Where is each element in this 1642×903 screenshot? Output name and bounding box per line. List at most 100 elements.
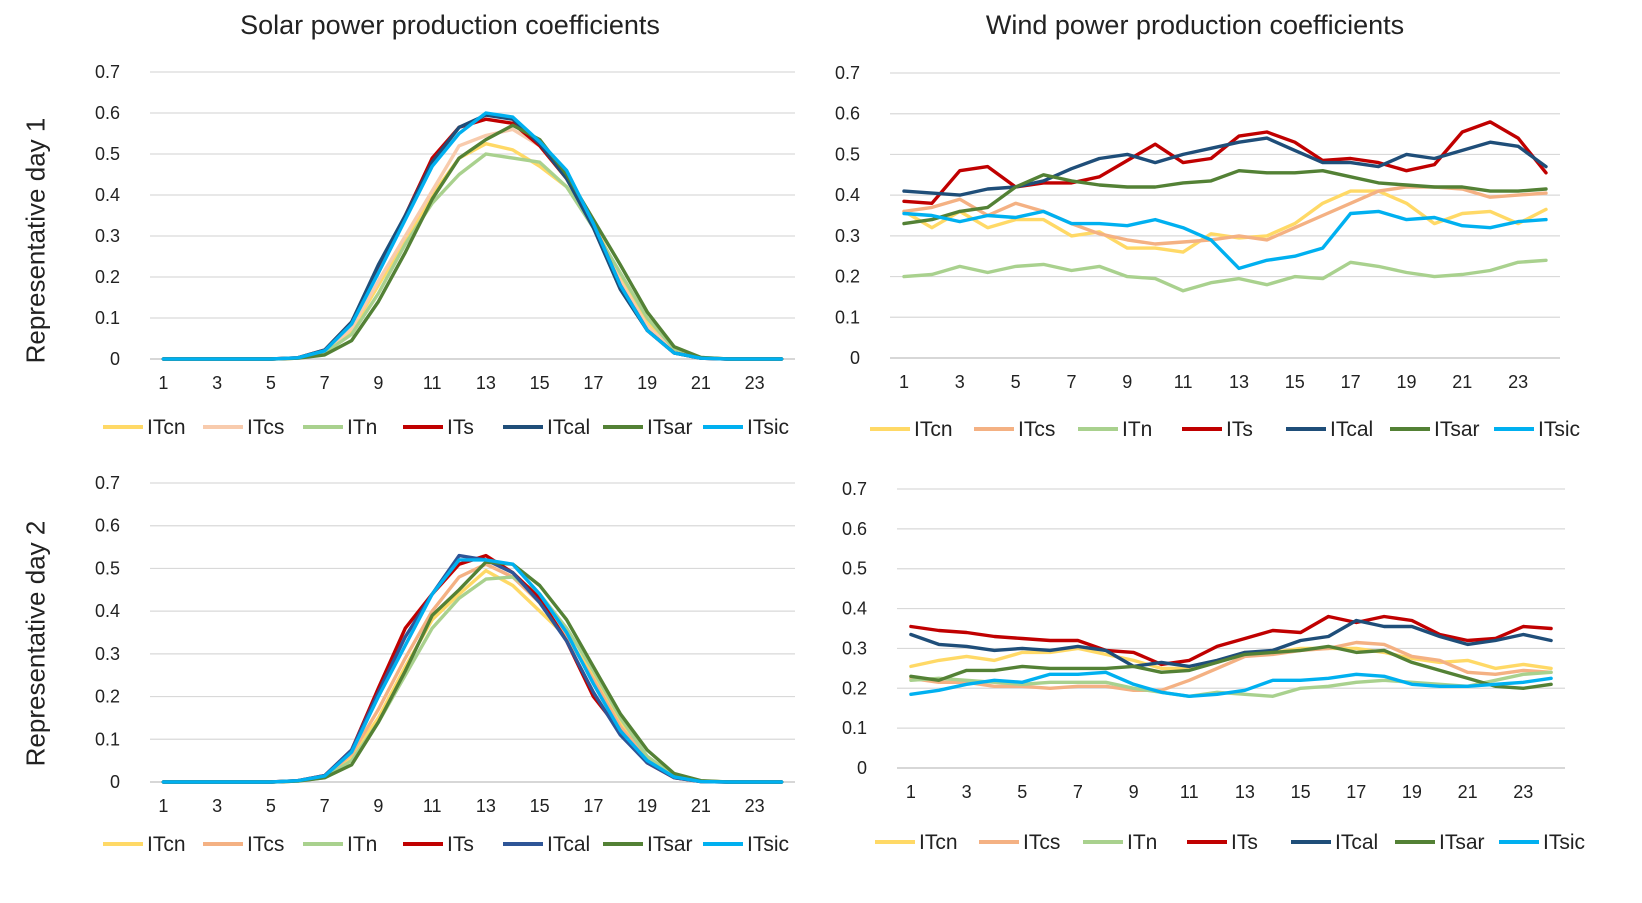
legend-label-itn: ITn (347, 416, 377, 439)
y-tick-label: 0.7 (835, 63, 860, 83)
x-tick-label: 3 (962, 782, 972, 802)
series-line-itsic (161, 111, 784, 361)
series-line-itsar (161, 560, 784, 784)
x-tick-label: 11 (1180, 782, 1199, 802)
x-tick-label: 7 (320, 796, 330, 816)
chart-solar-day-2: 00.10.20.30.40.50.60.71 3 5 7 9 11 13 15 17 19 21 2… (95, 473, 795, 856)
x-tick-label: 21 (691, 796, 711, 816)
legend-label-itcs: ITcs (1023, 831, 1060, 854)
y-tick-label: 0.2 (842, 678, 867, 698)
series-line-itn (161, 575, 784, 784)
legend-label-itsar: ITsar (647, 833, 693, 856)
x-tick-label: 19 (637, 373, 657, 393)
legend-label-itcn: ITcn (147, 833, 186, 856)
col-title-solar: Solar power production coefficients (240, 10, 660, 40)
legend-label-itsar: ITsar (1439, 831, 1485, 854)
x-tick-label: 23 (745, 373, 765, 393)
y-tick-label: 0.2 (835, 267, 860, 287)
y-tick-label: 0.3 (835, 226, 860, 246)
x-tick-label: 17 (1341, 372, 1361, 392)
series-line-itcn (161, 568, 784, 784)
legend-label-itn: ITn (1127, 831, 1157, 854)
y-tick-label: 0.6 (835, 104, 860, 124)
chart-wind-day-1: 00.10.20.30.40.50.60.71 3 5 7 9 11 13 15 17 19 21 2… (835, 63, 1580, 441)
x-tick-label: 15 (1291, 782, 1311, 802)
legend-label-itcal: ITcal (547, 833, 590, 856)
x-tick-label: 3 (955, 372, 965, 392)
series-line-itcal (909, 618, 1553, 669)
y-tick-label: 0.5 (95, 558, 120, 578)
x-tick-label: 13 (476, 796, 496, 816)
x-tick-label: 7 (320, 373, 330, 393)
series-line-itcal (902, 136, 1548, 197)
x-tick-label: 11 (423, 796, 442, 816)
x-tick-label: 5 (1017, 782, 1027, 802)
y-tick-label: 0.6 (95, 103, 120, 123)
legend-label-itcn: ITcn (914, 418, 953, 441)
legend-label-its: ITs (447, 416, 474, 439)
y-tick-label: 0.4 (95, 185, 120, 205)
x-tick-label: 19 (1396, 372, 1416, 392)
legend-label-itcn: ITcn (919, 831, 958, 854)
y-tick-label: 0.7 (95, 62, 120, 82)
x-tick-label: 15 (530, 796, 550, 816)
x-tick-label: 9 (1122, 372, 1132, 392)
series-line-itsic (161, 558, 784, 784)
x-tick-label: 21 (1452, 372, 1472, 392)
legend-label-itsic: ITsic (1543, 831, 1585, 854)
y-tick-label: 0.4 (835, 185, 860, 205)
legend-label-itn: ITn (1122, 418, 1152, 441)
legend-label-itcs: ITcs (247, 833, 284, 856)
x-tick-label: 9 (373, 373, 383, 393)
legend-label-itcs: ITcs (247, 416, 284, 439)
x-tick-label: 11 (1174, 372, 1193, 392)
legend-label-itsar: ITsar (647, 416, 693, 439)
y-tick-label: 0.6 (95, 516, 120, 536)
x-tick-label: 19 (637, 796, 657, 816)
col-title-wind: Wind power production coefficients (985, 10, 1405, 40)
x-tick-label: 23 (1513, 782, 1533, 802)
x-tick-label: 17 (1346, 782, 1366, 802)
y-tick-label: 0.7 (842, 479, 867, 499)
x-tick-label: 23 (1508, 372, 1528, 392)
y-tick-label: 0.3 (95, 644, 120, 664)
y-tick-label: 0.2 (95, 687, 120, 707)
legend-label-itcs: ITcs (1018, 418, 1055, 441)
legend-label-itsic: ITsic (747, 833, 789, 856)
legend-label-its: ITs (1231, 831, 1258, 854)
series-line-itcs (909, 640, 1553, 692)
x-tick-label: 5 (1011, 372, 1021, 392)
x-tick-label: 13 (1229, 372, 1249, 392)
chart-wind-day-2: 00.10.20.30.40.50.60.71 3 5 7 9 11 13 15 17 19 21 2… (842, 479, 1585, 854)
x-tick-label: 1 (906, 782, 916, 802)
y-tick-label: 0.3 (95, 226, 120, 246)
series-line-its (161, 117, 784, 361)
series-line-itsic (902, 209, 1548, 271)
x-tick-label: 1 (158, 796, 168, 816)
legend-label-itsic: ITsic (747, 416, 789, 439)
series-line-itn (161, 152, 784, 361)
series-line-itcs (161, 562, 784, 784)
x-tick-label: 7 (1073, 782, 1083, 802)
legend-label-itcal: ITcal (1335, 831, 1378, 854)
legend-label-its: ITs (1226, 418, 1253, 441)
series-line-its (909, 614, 1553, 667)
series-line-itcn (902, 189, 1548, 254)
chart-solar-day-1: 00.10.20.30.40.50.60.71 3 5 7 9 11 13 15 17 19 21 2… (95, 62, 795, 439)
series-line-itsar (161, 123, 784, 361)
x-tick-label: 3 (212, 796, 222, 816)
x-tick-label: 11 (423, 373, 442, 393)
x-tick-label: 21 (691, 373, 711, 393)
series-line-itcn (161, 141, 784, 361)
legend-label-its: ITs (447, 833, 474, 856)
y-tick-label: 0.1 (95, 729, 120, 749)
legend-label-itcal: ITcal (1330, 418, 1373, 441)
x-tick-label: 13 (1235, 782, 1255, 802)
series-line-itsar (909, 644, 1553, 690)
legend-label-itsic: ITsic (1538, 418, 1580, 441)
y-tick-label: 0.5 (95, 144, 120, 164)
x-tick-label: 1 (158, 373, 168, 393)
x-tick-label: 3 (212, 373, 222, 393)
y-tick-label: 0.7 (95, 473, 120, 493)
